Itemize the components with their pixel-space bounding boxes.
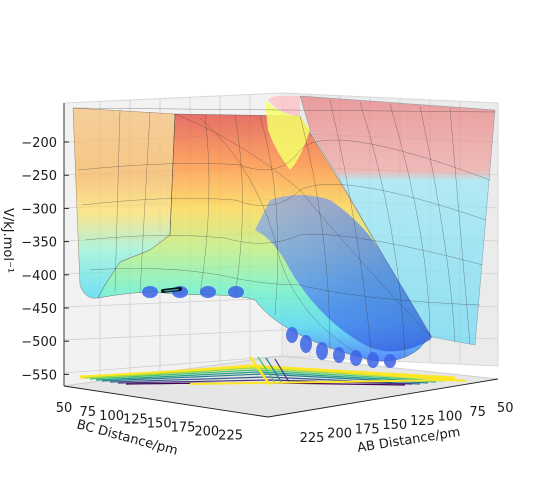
y-tick-label: 125 xyxy=(123,413,148,428)
z-tick-label: −350 xyxy=(21,236,57,251)
y-tick-label: 175 xyxy=(171,421,196,436)
z-tick-label: −550 xyxy=(21,368,57,383)
contour-projection xyxy=(79,356,467,386)
z-axis-ticks: −200 −250 −300 −350 −400 −450 −500 −550 xyxy=(21,136,69,383)
z-tick-label: −300 xyxy=(21,202,57,217)
y-tick-label: 50 xyxy=(56,401,73,416)
x-tick-label: 75 xyxy=(469,405,486,420)
y-tick-label: 200 xyxy=(194,424,219,439)
x-tick-label: 175 xyxy=(355,422,380,437)
z-tick-label: −200 xyxy=(21,136,57,151)
z-tick-label: −450 xyxy=(21,302,57,317)
y-tick-label: 75 xyxy=(80,405,97,420)
x-tick-label: 225 xyxy=(300,431,325,446)
trajectory xyxy=(161,287,182,293)
x-tick-label: 50 xyxy=(497,401,514,416)
z-tick-label: −500 xyxy=(21,335,57,350)
z-axis-label: V/kJ.mol⁻¹ xyxy=(0,208,15,273)
z-tick-label: −250 xyxy=(21,169,57,184)
y-tick-label: 225 xyxy=(218,428,243,443)
axis-edges xyxy=(63,103,499,418)
x-tick-label: 125 xyxy=(410,414,435,429)
y-tick-label: 150 xyxy=(147,417,172,432)
surface-center xyxy=(97,95,432,362)
x-tick-label: 150 xyxy=(382,418,407,433)
y-tick-label: 100 xyxy=(99,409,124,424)
surface-mesh xyxy=(72,99,496,361)
z-tick-label: −400 xyxy=(21,269,57,284)
x-tick-label: 200 xyxy=(327,427,352,442)
x-axis-ticks: 225 200 175 150 125 100 75 50 xyxy=(300,401,514,446)
x-tick-label: 100 xyxy=(438,410,463,425)
